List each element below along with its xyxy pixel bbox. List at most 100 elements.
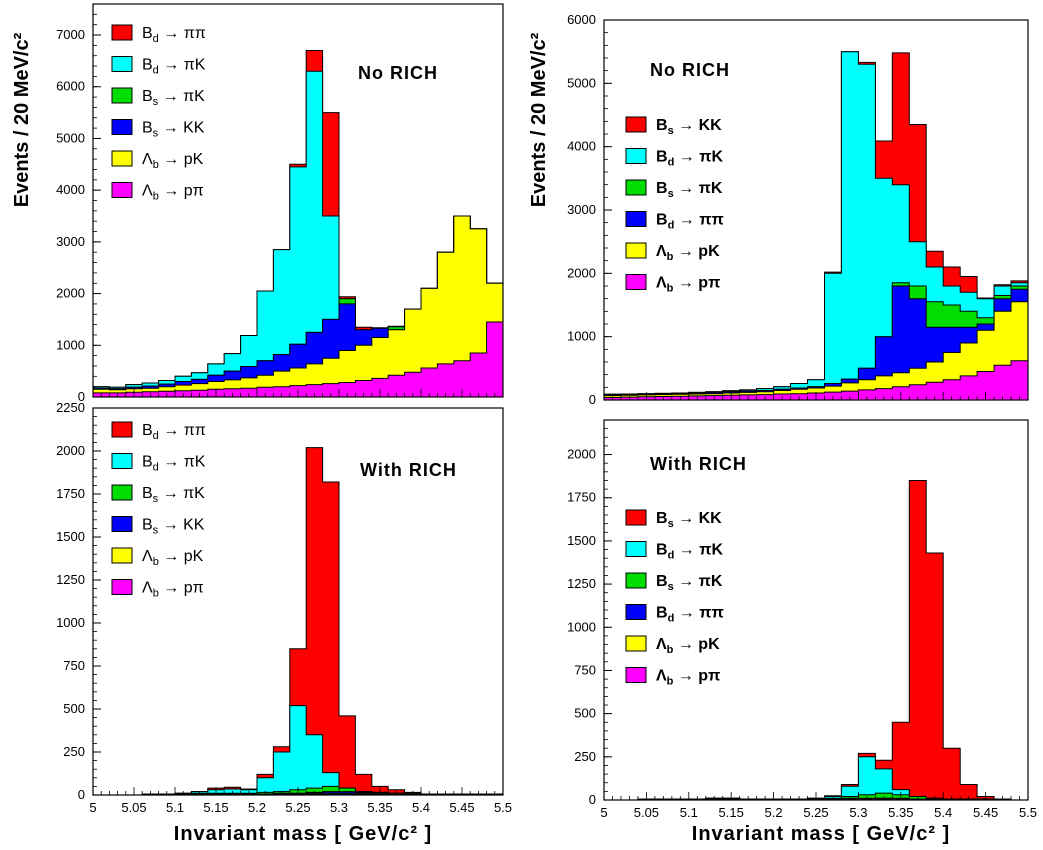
legend-swatch — [625, 604, 647, 620]
legend-swatch — [111, 579, 133, 595]
legend-swatch — [111, 547, 133, 564]
legend-swatch — [625, 242, 647, 259]
x-tick-label: 5.4 — [934, 805, 952, 820]
y-tick-label: 250 — [63, 744, 85, 759]
y-tick-label: 1250 — [56, 572, 85, 587]
chart-panel-bottom-right: 0 250 500 750 1000 1250 1500 1750 2000 5 5.05 5.1 5.… — [567, 419, 1037, 845]
x-tick-label: 5.2 — [765, 805, 783, 820]
panel-annotation: With RICH — [360, 460, 457, 480]
chart-panel-top-left: 0 1000 2000 3000 4000 5000 6000 7000 No RICH Bd →… — [11, 3, 504, 404]
histogram-series-4 — [603, 301, 1029, 401]
x-tick-label: 5.3 — [849, 805, 867, 820]
legend-swatch — [111, 150, 133, 167]
legend-label: Bd → πK — [142, 57, 206, 77]
legend-label: Bs → KK — [142, 517, 205, 537]
y-tick-label: 2000 — [56, 286, 85, 301]
y-tick-label: 500 — [63, 701, 85, 716]
legend-swatch — [111, 453, 133, 469]
legend-label: Λb → pK — [656, 636, 720, 656]
x-tick-label: 5.5 — [1019, 805, 1037, 820]
legend-label: Bs → KK — [656, 510, 722, 530]
panel-annotation: No RICH — [358, 63, 438, 83]
legend-label: Bs → πK — [142, 88, 205, 108]
legend-label: Λb → pπ — [656, 275, 720, 295]
x-tick-label: 5.45 — [973, 805, 998, 820]
y-tick-label: 5000 — [56, 130, 85, 145]
y-tick-label: 2000 — [567, 447, 596, 462]
y-tick-label: 1000 — [567, 619, 596, 634]
legend-label: Bd → ππ — [656, 605, 724, 625]
y-tick-label: 6000 — [56, 79, 85, 94]
y-tick-label: 2250 — [56, 400, 85, 415]
legend-swatch — [111, 484, 133, 501]
y-tick-label: 2000 — [567, 265, 596, 280]
x-tick-label: 5.3 — [330, 800, 348, 815]
y-tick-label: 1000 — [56, 615, 85, 630]
legend-swatch — [111, 24, 133, 41]
x-tick-label: 5 — [600, 805, 607, 820]
x-tick-label: 5.35 — [888, 805, 913, 820]
x-tick-label: 5.1 — [680, 805, 698, 820]
y-tick-label: 0 — [589, 392, 596, 407]
x-axis-label: Invariant mass [ GeV/c² ] — [692, 823, 950, 845]
y-tick-label: 6000 — [567, 12, 596, 27]
y-tick-label: 3000 — [567, 202, 596, 217]
legend-label: Bs → πK — [656, 180, 723, 200]
legend-label: Bd → πK — [142, 454, 206, 474]
legend-swatch — [625, 179, 647, 196]
x-tick-label: 5.45 — [449, 800, 474, 815]
y-tick-label: 1750 — [567, 490, 596, 505]
y-tick-label: 750 — [63, 658, 85, 673]
legend-label: Bd → ππ — [142, 25, 206, 45]
y-tick-label: 1000 — [567, 329, 596, 344]
histogram-series-5 — [92, 321, 504, 398]
legend-label: Λb → pK — [142, 548, 204, 568]
y-tick-label: 3000 — [56, 234, 85, 249]
legend-swatch — [625, 541, 647, 557]
legend-label: Bs → KK — [142, 120, 205, 140]
y-tick-label: 750 — [574, 662, 596, 677]
chart-panel-bottom-left: 0 250 500 750 1000 1250 1500 1750 2000 2250 5 5.05 5… — [56, 400, 512, 845]
x-tick-label: 5.25 — [803, 805, 828, 820]
legend-label: Λb → pπ — [142, 580, 204, 600]
y-tick-label: 2000 — [56, 443, 85, 458]
legend-swatch — [625, 509, 647, 526]
legend-swatch — [111, 87, 133, 104]
y-tick-label: 7000 — [56, 27, 85, 42]
legend-swatch — [625, 572, 647, 589]
x-axis-label: Invariant mass [ GeV/c² ] — [174, 823, 432, 845]
y-tick-label: 1500 — [567, 533, 596, 548]
x-tick-label: 5.05 — [121, 800, 146, 815]
y-tick-label: 0 — [78, 389, 85, 404]
x-tick-label: 5 — [89, 800, 96, 815]
legend-swatch — [111, 182, 133, 198]
legend-label: Bs → πK — [656, 573, 723, 593]
x-tick-label: 5.05 — [634, 805, 659, 820]
y-tick-label: 1750 — [56, 486, 85, 501]
legend-swatch — [625, 635, 647, 652]
legend-label: Λb → pK — [142, 151, 204, 171]
histogram-series-4 — [92, 215, 504, 398]
legend-swatch — [111, 56, 133, 72]
x-tick-label: 5.2 — [248, 800, 266, 815]
legend-swatch — [111, 516, 133, 532]
x-tick-label: 5.25 — [285, 800, 310, 815]
legend-swatch — [625, 148, 647, 164]
y-tick-label: 4000 — [567, 139, 596, 154]
legend-label: Λb → pπ — [656, 668, 720, 688]
y-tick-label: 1250 — [567, 576, 596, 591]
legend-swatch — [625, 274, 647, 290]
legend-swatch — [625, 211, 647, 227]
chart-panel-top-right: 0 1000 2000 3000 4000 5000 6000 No RICH Bs → KK B… — [528, 12, 1029, 407]
y-tick-label: 500 — [574, 706, 596, 721]
panel-annotation: With RICH — [650, 454, 747, 474]
y-tick-label: 1500 — [56, 529, 85, 544]
legend-label: Λb → pK — [656, 243, 720, 263]
panel-annotation: No RICH — [650, 60, 730, 80]
y-tick-label: 1000 — [56, 337, 85, 352]
x-tick-label: 5.15 — [203, 800, 228, 815]
x-tick-label: 5.35 — [367, 800, 392, 815]
y-tick-label: 5000 — [567, 75, 596, 90]
legend-swatch — [111, 119, 133, 135]
